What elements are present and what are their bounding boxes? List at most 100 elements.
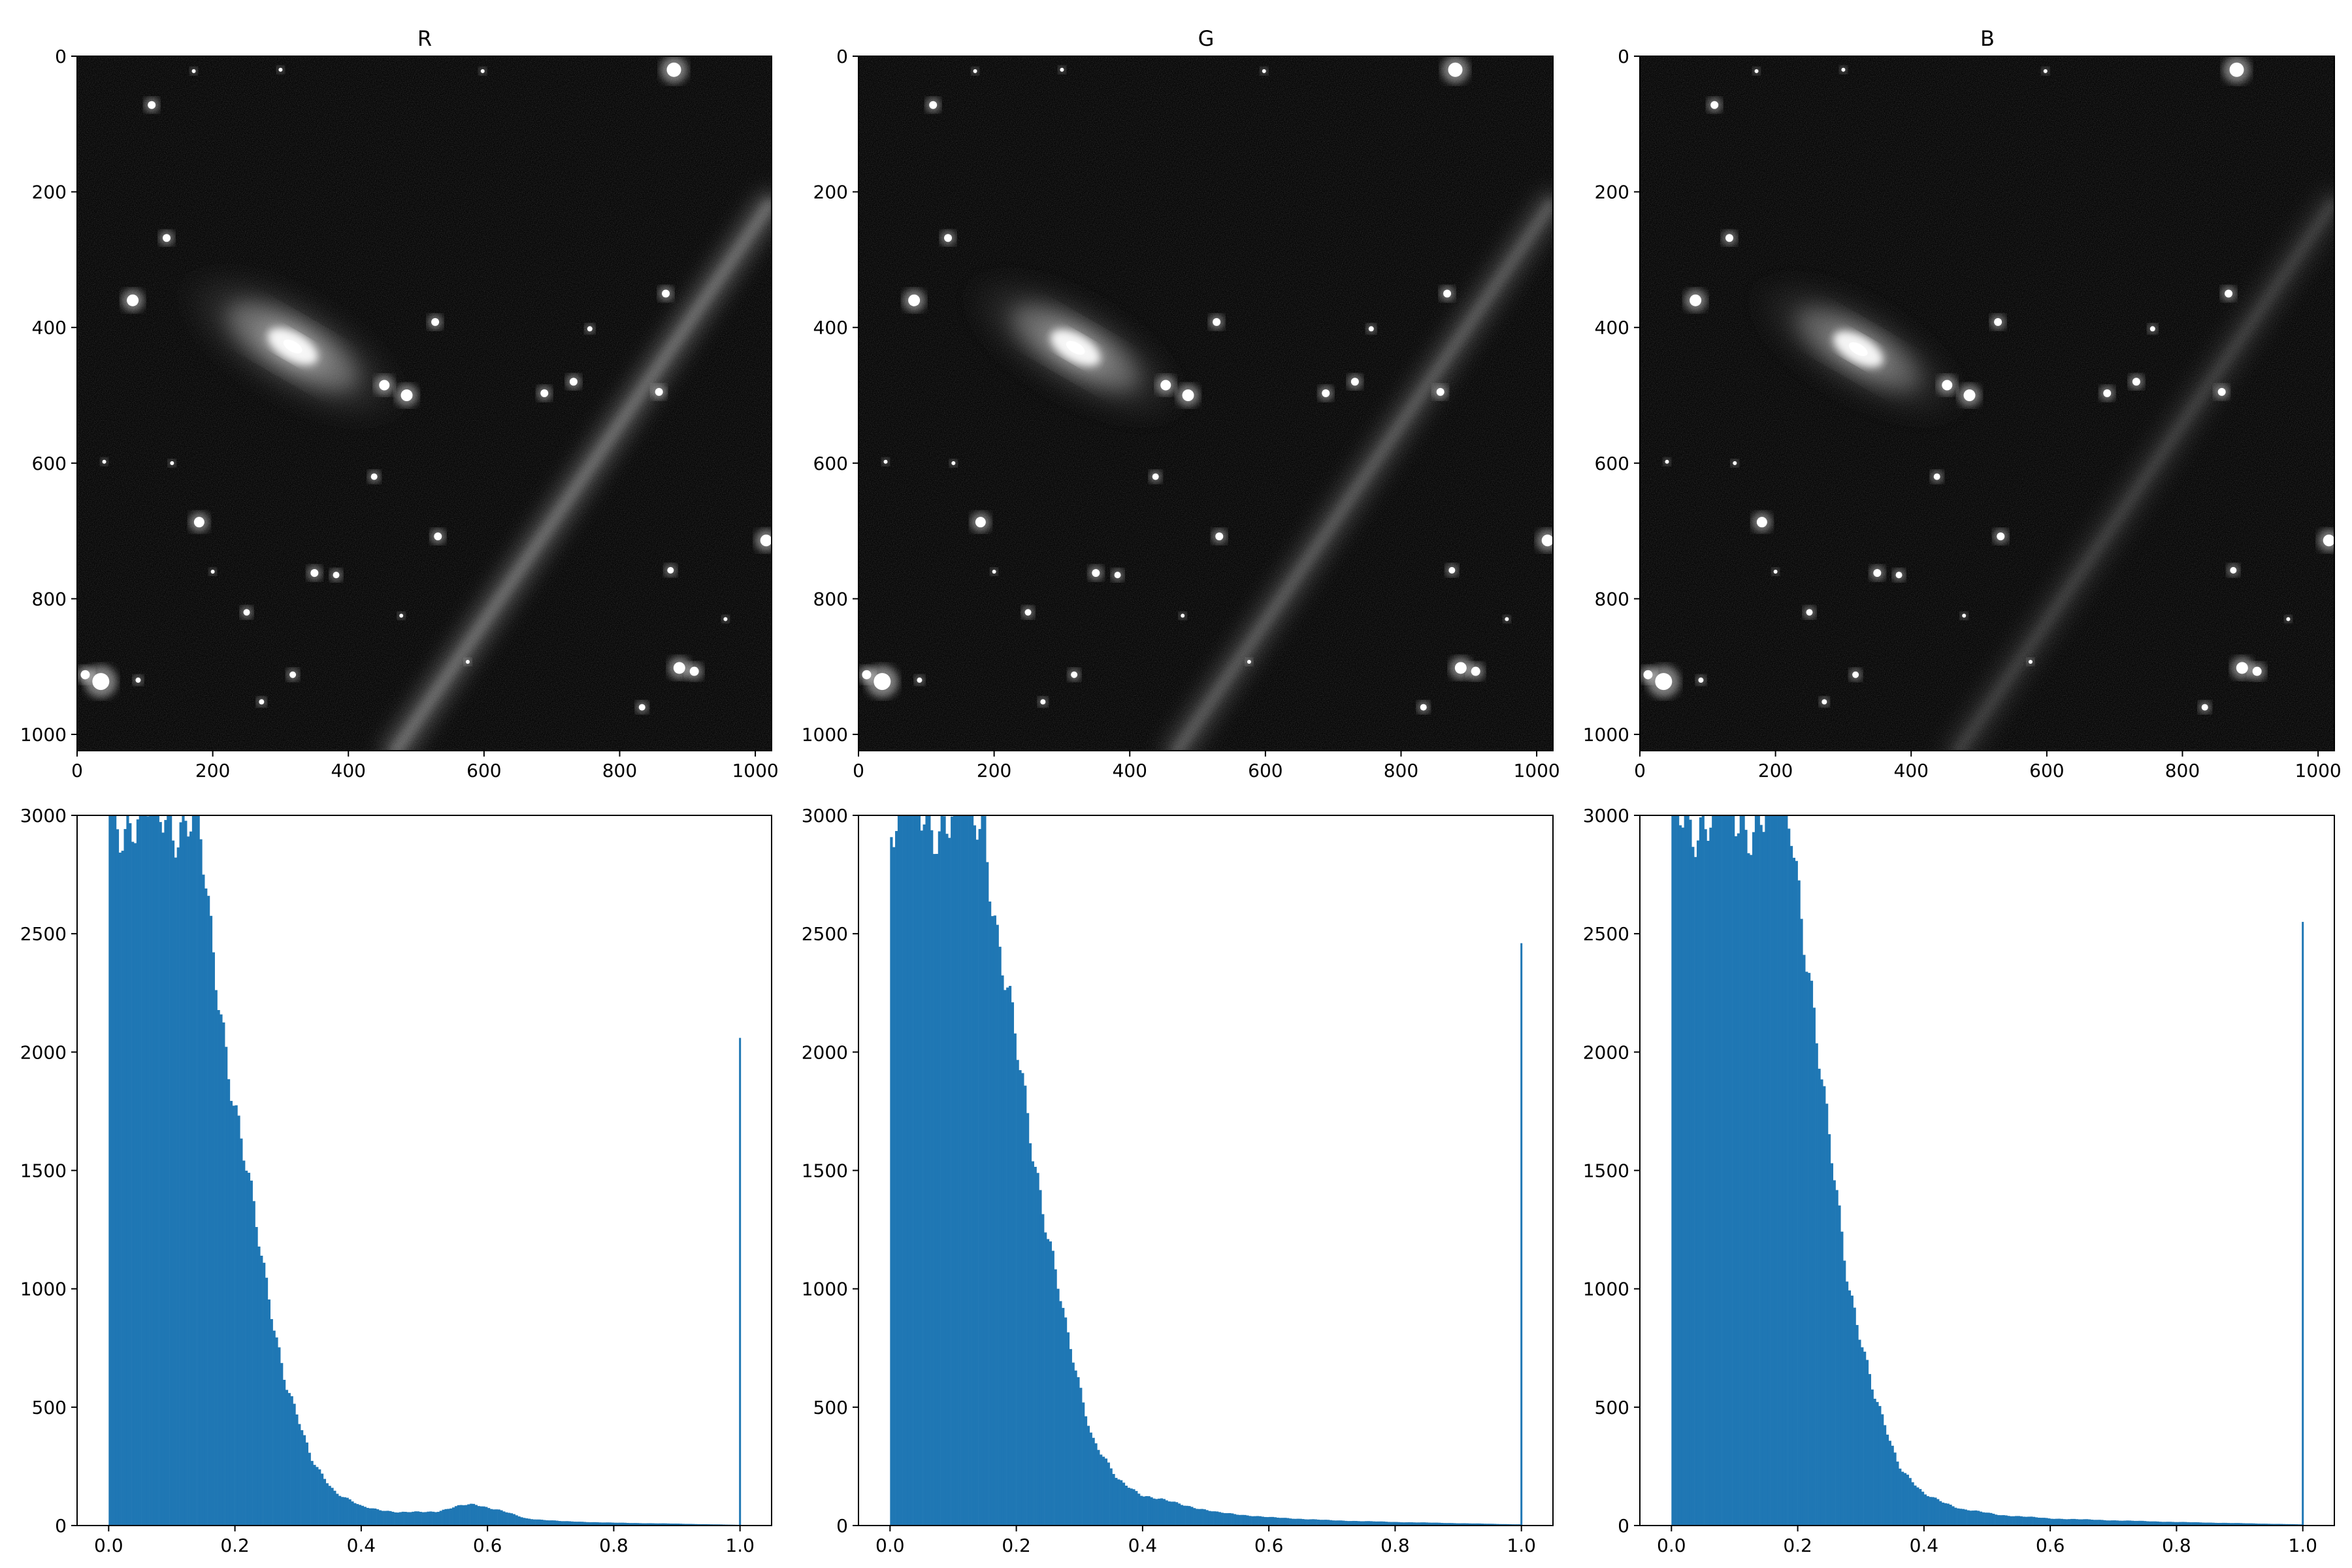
histogram-bar	[212, 952, 215, 1526]
histogram-bar	[960, 815, 964, 1526]
histogram-bar	[204, 888, 208, 1526]
y-tick-label: 600	[1595, 453, 1629, 474]
histogram-bar	[1028, 1143, 1032, 1526]
image-frame	[76, 56, 772, 751]
histogram-bar	[508, 1512, 511, 1526]
histogram-bar	[237, 1115, 240, 1526]
histogram-bar	[182, 815, 185, 1526]
histogram-bar	[366, 1507, 369, 1526]
star	[2129, 374, 2144, 389]
histogram-bar	[267, 1299, 271, 1526]
histogram-bar	[606, 1522, 609, 1526]
histogram-bar	[406, 1512, 410, 1526]
y-tick-label: 1500	[802, 1160, 848, 1182]
histogram-bar	[323, 1478, 327, 1526]
histogram-bar	[659, 1523, 662, 1526]
histogram-bar	[454, 1506, 458, 1526]
histogram-bar	[245, 1170, 248, 1526]
histogram-bar	[585, 1522, 589, 1526]
panel-title-b: B	[1980, 26, 1995, 51]
x-tick-label: 400	[1894, 760, 1929, 781]
histogram-bar	[1742, 815, 1745, 1526]
histogram-bar	[1334, 1520, 1337, 1526]
x-tick-label: 1000	[2295, 760, 2341, 781]
histogram-bar	[1056, 1288, 1060, 1526]
histogram-bar	[1800, 919, 1803, 1526]
histogram-bar	[913, 815, 916, 1526]
star	[133, 675, 144, 685]
star	[685, 662, 703, 680]
histogram-bar	[1448, 1523, 1451, 1526]
histogram-bar	[2015, 1516, 2018, 1526]
histogram-bar	[434, 1512, 438, 1526]
histogram-bar	[465, 1505, 468, 1526]
histogram-bar	[1198, 1509, 1201, 1526]
histogram-bar	[2244, 1523, 2247, 1526]
histogram-bar	[1046, 1239, 1050, 1526]
histogram-bar	[492, 1509, 496, 1526]
star	[144, 97, 159, 113]
star	[1439, 286, 1455, 301]
histogram-bar	[2103, 1520, 2106, 1526]
x-tick-label: 1000	[1513, 760, 1560, 781]
histogram-bar	[384, 1511, 387, 1526]
y-tick-label: 3000	[1583, 805, 1629, 826]
histogram-bar	[159, 822, 162, 1526]
histogram-bar	[1498, 1524, 1502, 1526]
histogram-bar	[340, 1497, 344, 1526]
histogram-bar	[1031, 1161, 1034, 1526]
histogram-bar	[1079, 1388, 1083, 1526]
y-tick-label: 500	[32, 1397, 67, 1418]
histogram-bar	[1264, 1516, 1267, 1526]
star	[1849, 668, 1862, 681]
x-tick-label: 0.6	[1254, 1535, 1284, 1556]
histogram-bar	[530, 1519, 534, 1526]
galaxy	[960, 269, 1190, 427]
histogram-bar	[692, 1524, 695, 1526]
histogram-bar	[1818, 1068, 1821, 1526]
y-tick-label: 200	[813, 182, 848, 203]
star	[1260, 67, 1268, 75]
histogram-bar	[1997, 1515, 2001, 1526]
histogram-bar	[1276, 1517, 1279, 1526]
star	[721, 615, 730, 623]
histogram-bar	[1145, 1495, 1148, 1526]
star	[1960, 612, 1968, 620]
histogram-bar	[1175, 1502, 1179, 1526]
histogram-bar	[1689, 819, 1692, 1526]
histogram-bar	[404, 1512, 407, 1526]
histogram-bar	[409, 1512, 412, 1526]
histogram-bar	[1258, 1516, 1262, 1526]
histogram-bar	[1886, 1434, 1889, 1526]
histogram-bar	[1205, 1510, 1209, 1526]
histogram-bar	[1173, 1501, 1176, 1526]
histogram-bar	[427, 1511, 430, 1526]
histogram-bar	[1873, 1398, 1876, 1526]
histogram-bar	[447, 1509, 450, 1526]
histogram-bar	[2278, 1524, 2281, 1526]
star	[949, 459, 958, 467]
histogram-bar	[1491, 1524, 1494, 1526]
histogram-bar	[2227, 1523, 2230, 1526]
histogram-bar	[1954, 1507, 1957, 1526]
histogram-bar	[543, 1520, 546, 1526]
star	[536, 385, 552, 401]
histogram-bar	[242, 1160, 246, 1526]
star	[306, 565, 322, 581]
histogram-bar	[416, 1511, 420, 1526]
histogram-bar	[1934, 1497, 1937, 1526]
histogram-bar	[1382, 1521, 1386, 1526]
x-tick-label: 0.2	[1783, 1535, 1812, 1556]
histogram-bar	[1102, 1456, 1105, 1526]
histogram-bar	[1094, 1443, 1098, 1526]
histogram-bar	[1279, 1518, 1282, 1526]
star	[1752, 512, 1772, 532]
star	[990, 568, 998, 576]
histogram-bar	[925, 815, 928, 1526]
histogram-bar	[1999, 1515, 2002, 1526]
histogram-bar	[485, 1507, 488, 1526]
histogram-bar	[2050, 1518, 2053, 1526]
histogram-bar	[1407, 1522, 1411, 1526]
histogram-bar	[1982, 1512, 1985, 1526]
